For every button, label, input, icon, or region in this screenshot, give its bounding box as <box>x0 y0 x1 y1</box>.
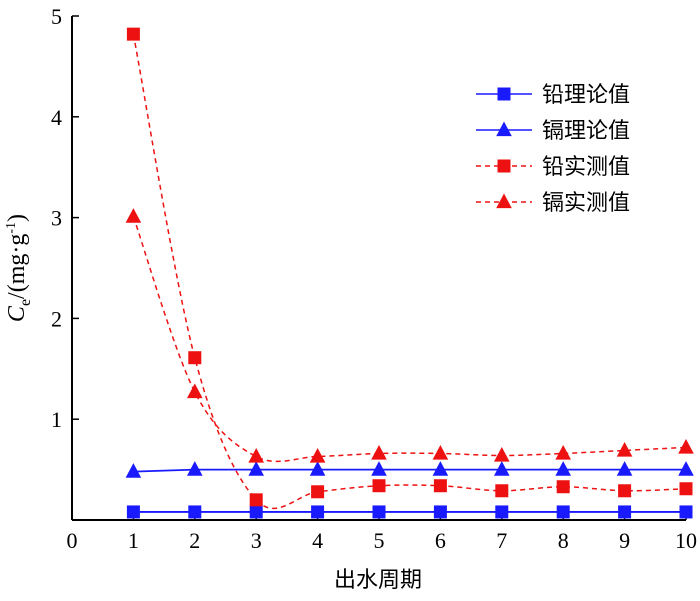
legend-item-2: 镉理论值 <box>476 119 630 144</box>
data-point <box>126 505 140 519</box>
data-point <box>555 445 571 460</box>
x-tick-label: 8 <box>558 528 569 553</box>
data-point <box>432 445 449 460</box>
y-tick-label: 5 <box>51 4 62 29</box>
y-axis-unit-sup: -1 <box>4 222 19 234</box>
data-point <box>371 461 387 476</box>
data-point <box>616 441 633 457</box>
x-tick-label: 0 <box>67 528 78 553</box>
y-tick-label: 4 <box>51 105 62 130</box>
x-tick-label: 9 <box>619 528 630 553</box>
data-point <box>555 461 571 476</box>
data-point <box>618 505 632 519</box>
series-line <box>133 468 686 473</box>
data-point <box>188 505 202 519</box>
series-4 <box>125 208 694 463</box>
x-tick-label: 5 <box>374 528 385 553</box>
legend-label: 镉理论值 <box>542 119 630 144</box>
data-point <box>495 505 509 519</box>
data-point <box>311 485 325 499</box>
data-point <box>309 448 326 463</box>
data-point <box>125 208 142 223</box>
legend-marker <box>497 87 511 101</box>
series-line <box>132 34 687 510</box>
data-point <box>248 448 264 463</box>
x-tick-label: 2 <box>189 528 200 553</box>
legend-marker <box>496 121 512 137</box>
y-axis-unit: /(mg·g <box>4 234 30 299</box>
data-point <box>311 505 325 519</box>
legend-marker <box>497 159 511 173</box>
legend-item-4: 镉实测值 <box>476 191 630 216</box>
data-point <box>372 505 386 519</box>
legend-label: 铅理论值 <box>542 83 630 108</box>
data-point <box>432 461 449 476</box>
x-tick-label: 10 <box>675 528 697 553</box>
data-point <box>188 351 202 365</box>
legend-marker <box>496 193 512 209</box>
data-point <box>126 27 140 41</box>
data-point <box>433 479 447 493</box>
data-point <box>372 479 386 493</box>
data-point <box>187 461 203 476</box>
data-point <box>618 484 632 498</box>
y-axis-subscript: e <box>17 299 34 306</box>
data-point <box>556 480 570 494</box>
data-point <box>495 484 509 498</box>
data-point <box>679 482 693 496</box>
data-point <box>494 447 510 462</box>
y-tick-label: 2 <box>51 306 62 331</box>
data-point <box>494 461 510 476</box>
y-tick-label: 3 <box>51 206 62 231</box>
x-tick-label: 6 <box>435 528 446 553</box>
data-point <box>678 438 694 454</box>
data-point <box>556 505 570 519</box>
data-point <box>249 493 263 507</box>
y-tick-label: 1 <box>51 407 62 432</box>
data-point <box>249 505 263 519</box>
legend-item-1: 铅理论值 <box>476 83 630 108</box>
legend-label: 镉实测值 <box>542 191 630 216</box>
y-axis-unit-close: ) <box>4 214 30 222</box>
data-point <box>433 505 447 519</box>
data-point <box>371 445 387 460</box>
series-line <box>132 216 687 463</box>
data-point <box>678 461 694 476</box>
y-axis-symbol: C <box>4 305 30 322</box>
series-2 <box>125 461 694 478</box>
data-point <box>248 461 264 476</box>
data-point <box>187 383 203 399</box>
data-point <box>679 505 693 519</box>
series-3 <box>126 27 693 510</box>
data-point <box>616 461 633 476</box>
data-point <box>125 463 142 478</box>
legend-label: 铅实测值 <box>542 155 630 180</box>
series-layer <box>125 27 694 519</box>
x-tick-label: 7 <box>496 528 507 553</box>
x-tick-label: 1 <box>128 528 139 553</box>
x-axis-title: 出水周期 <box>334 568 422 593</box>
series-1 <box>126 505 693 519</box>
legend-item-3: 铅实测值 <box>476 155 630 180</box>
x-tick-label: 4 <box>312 528 323 553</box>
x-tick-label: 3 <box>251 528 262 553</box>
data-point <box>309 461 326 476</box>
y-axis-title: Ce/(mg·g-1) <box>4 214 34 322</box>
